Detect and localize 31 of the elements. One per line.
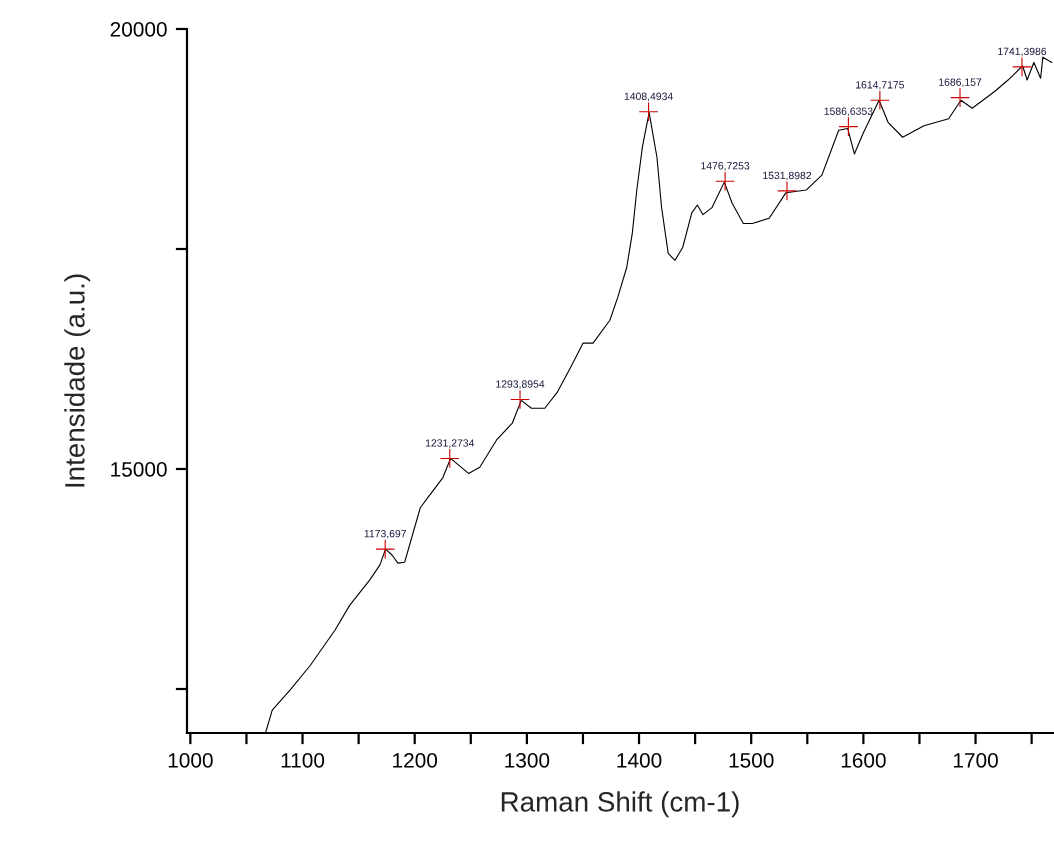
point [638, 101, 659, 122]
x-tick-label: 1300 [505, 752, 550, 768]
x-tick-label: 1600 [841, 752, 886, 768]
y-tick-label: 20000 [110, 22, 167, 37]
data-label: 1476,7253 [701, 162, 750, 171]
data-label: 1408,4934 [624, 92, 673, 102]
point [375, 539, 396, 559]
x-tick-label: 1100 [281, 752, 325, 768]
x-axis-title: Raman Shift (cm-1) [501, 791, 739, 818]
x-tick-label: 1700 [953, 752, 998, 768]
data-label: 1614,7175 [856, 81, 905, 90]
data-label: 1686,157 [939, 78, 982, 88]
y-tick-label: 15000 [111, 462, 167, 477]
data-label: 1531,8982 [763, 171, 812, 181]
point [777, 181, 797, 201]
point [715, 171, 735, 192]
point [1012, 56, 1032, 77]
point [439, 448, 460, 469]
data-label: 1231,2734 [425, 439, 475, 448]
data-label: 1741,3986 [998, 47, 1047, 57]
y-axis-title: Intensidade (a.u.) [64, 274, 91, 487]
point [510, 389, 530, 410]
point [950, 87, 970, 108]
x-tick-label: 1400 [617, 752, 662, 768]
data-label: 1173,697 [364, 529, 407, 539]
data-label: 1293,8954 [496, 380, 545, 389]
x-tick-label: 1000 [168, 752, 213, 768]
point [838, 116, 859, 137]
data-label: 1586,6353 [824, 107, 873, 117]
x-tick-label: 1500 [729, 752, 774, 768]
x-tick-label: 1200 [393, 752, 438, 768]
